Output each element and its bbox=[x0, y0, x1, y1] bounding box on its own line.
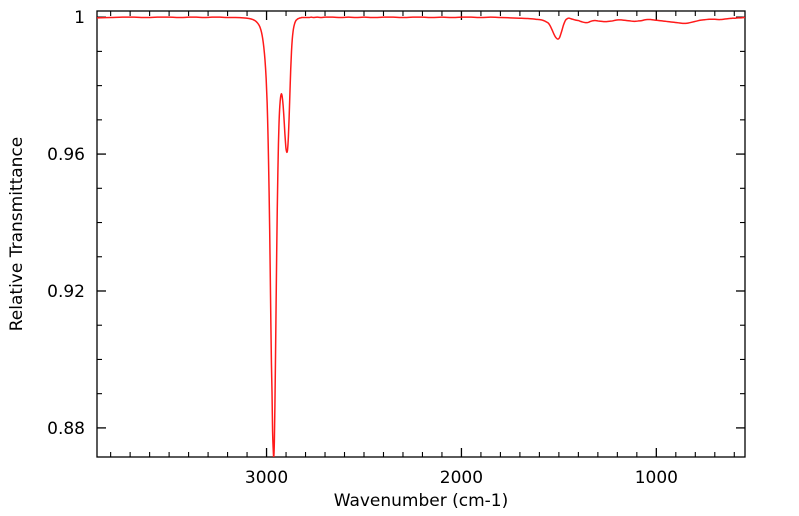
y-axis-minor-ticks bbox=[97, 50, 745, 395]
data-series-group bbox=[97, 16, 745, 457]
x-axis-minor-ticks bbox=[110, 11, 735, 457]
x-axis-major-ticks bbox=[265, 11, 657, 457]
x-axis-title: Wavenumber (cm-1) bbox=[334, 491, 509, 511]
y-axis-title: Relative Transmittance bbox=[7, 137, 27, 332]
x-tick-label: 1000 bbox=[635, 468, 678, 488]
x-axis-tick-labels: 3000 2000 1000 bbox=[245, 468, 678, 488]
spectrum-trace bbox=[97, 16, 745, 457]
y-tick-label: 0.88 bbox=[47, 419, 85, 439]
y-axis-major-ticks bbox=[97, 16, 745, 429]
y-tick-label: 0.96 bbox=[47, 145, 85, 165]
y-tick-label: 0.92 bbox=[47, 282, 85, 302]
x-tick-label: 3000 bbox=[245, 468, 288, 488]
y-axis-tick-labels: 1 0.96 0.92 0.88 bbox=[47, 8, 85, 439]
y-tick-label: 1 bbox=[74, 8, 85, 28]
plot-frame bbox=[96, 10, 746, 458]
x-tick-label: 2000 bbox=[440, 468, 483, 488]
